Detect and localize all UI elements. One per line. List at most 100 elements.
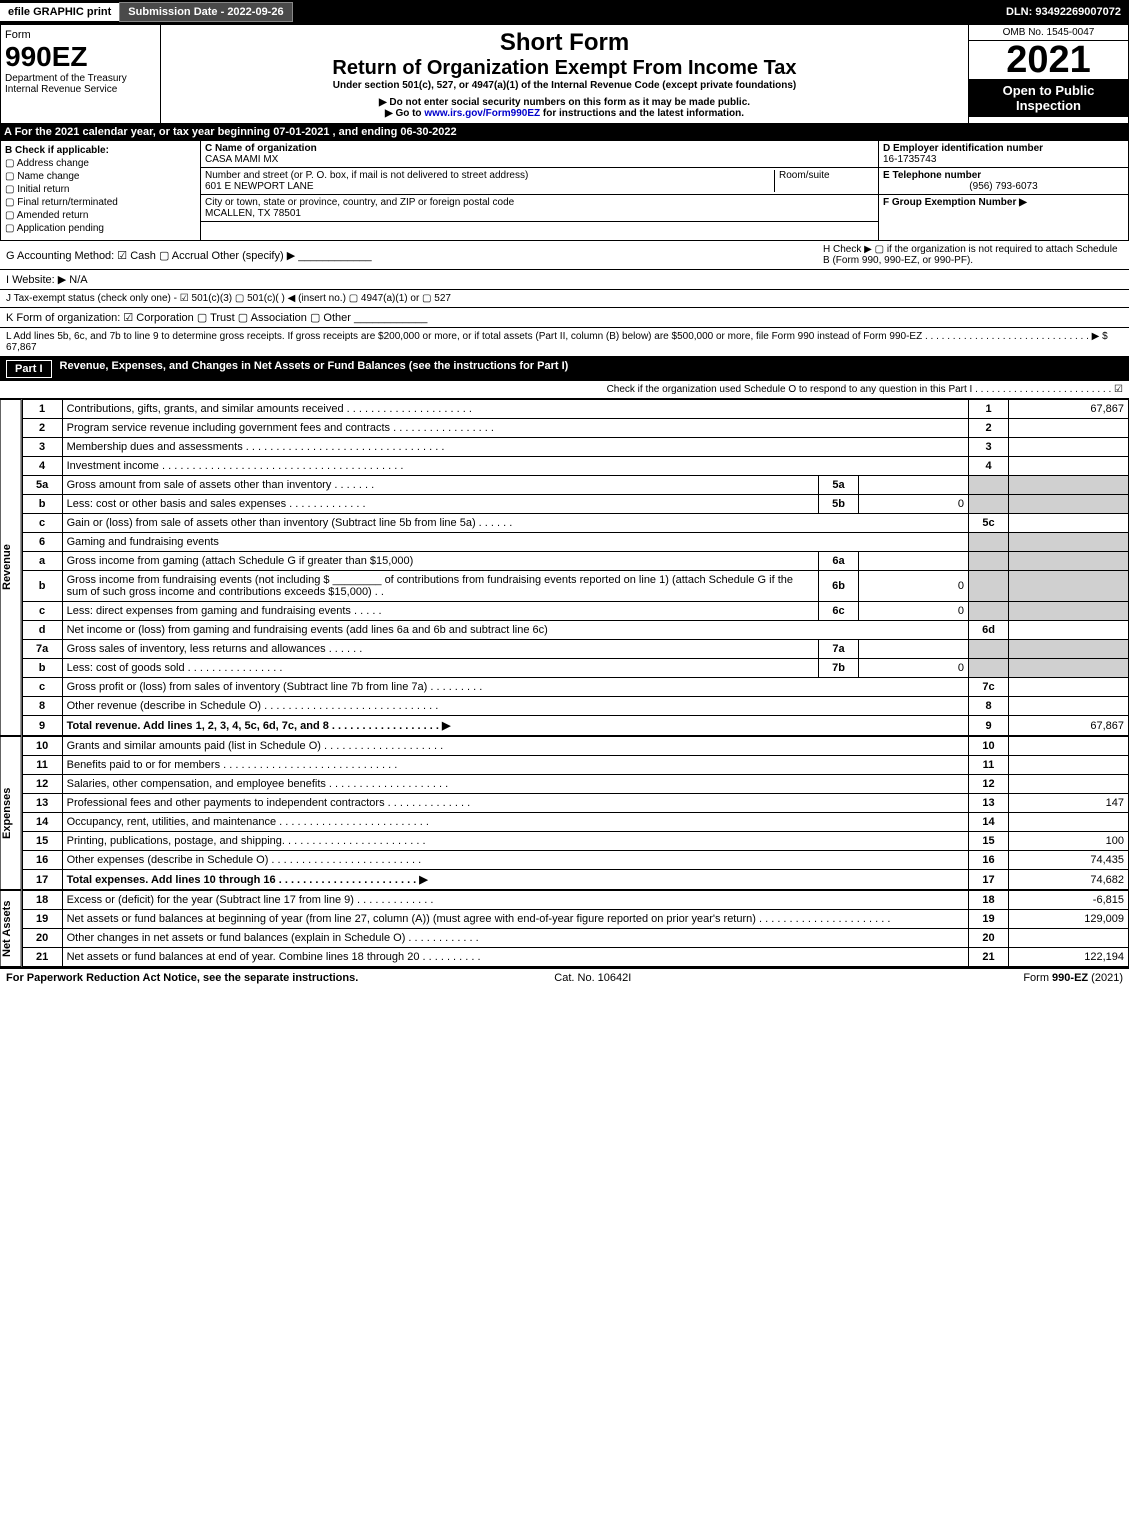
e-phone: E Telephone number(956) 793-6073 [879, 168, 1128, 195]
table-row: bGross income from fundraising events (n… [22, 571, 1128, 602]
c-city: City or town, state or province, country… [201, 195, 878, 222]
expenses-label: Expenses [0, 736, 22, 890]
table-row: 15Printing, publications, postage, and s… [22, 832, 1128, 851]
header-left: Form 990EZ Department of the Treasury In… [1, 25, 161, 123]
netassets-section: Net Assets 18Excess or (deficit) for the… [0, 890, 1129, 967]
c-addr: Number and street (or P. O. box, if mail… [201, 168, 878, 195]
table-row: cGross profit or (loss) from sales of in… [22, 678, 1128, 697]
title: Return of Organization Exempt From Incom… [165, 57, 964, 80]
part1-title: Revenue, Expenses, and Changes in Net As… [60, 360, 569, 378]
irs: Internal Revenue Service [5, 84, 156, 95]
table-row: 20Other changes in net assets or fund ba… [22, 929, 1128, 948]
dept: Department of the Treasury [5, 73, 156, 84]
table-row: 21Net assets or fund balances at end of … [22, 948, 1128, 967]
expenses-section: Expenses 10Grants and similar amounts pa… [0, 736, 1129, 890]
header-right: OMB No. 1545-0047 2021 Open to Public In… [968, 25, 1128, 123]
line-h: H Check ▶ ▢ if the organization is not r… [823, 244, 1123, 266]
section-def: D Employer identification number16-17357… [878, 141, 1128, 240]
line-l: L Add lines 5b, 6c, and 7b to line 9 to … [0, 328, 1129, 357]
table-row: 10Grants and similar amounts paid (list … [22, 737, 1128, 756]
table-row: 9Total revenue. Add lines 1, 2, 3, 4, 5c… [22, 716, 1128, 736]
e-label: E Telephone number [883, 170, 981, 181]
c-name: C Name of organization CASA MAMI MX [201, 141, 878, 168]
f-group: F Group Exemption Number ▶ [879, 195, 1128, 210]
irs-link[interactable]: www.irs.gov/Form990EZ [424, 108, 540, 119]
table-row: 2Program service revenue including gover… [22, 419, 1128, 438]
addr: 601 E NEWPORT LANE [205, 181, 314, 192]
table-row: 13Professional fees and other payments t… [22, 794, 1128, 813]
sub2: ▶ Do not enter social security numbers o… [165, 97, 964, 108]
chk-initial[interactable]: Initial return [5, 184, 196, 195]
line-g-h: G Accounting Method: ☑ Cash ▢ Accrual Ot… [0, 241, 1129, 270]
sub3: ▶ Go to www.irs.gov/Form990EZ for instru… [165, 108, 964, 119]
line-a: A For the 2021 calendar year, or tax yea… [0, 124, 1129, 140]
year: 2021 [969, 41, 1128, 79]
form-word: Form [5, 29, 156, 41]
chk-pending[interactable]: Application pending [5, 223, 196, 234]
table-row: cLess: direct expenses from gaming and f… [22, 602, 1128, 621]
chk-amended[interactable]: Amended return [5, 210, 196, 221]
line-j: J Tax-exempt status (check only one) - ☑… [0, 290, 1129, 308]
revenue-section: Revenue 1Contributions, gifts, grants, a… [0, 399, 1129, 736]
expenses-table: 10Grants and similar amounts paid (list … [22, 736, 1129, 890]
table-row: 11Benefits paid to or for members . . . … [22, 756, 1128, 775]
footer-cat: Cat. No. 10642I [554, 972, 631, 984]
room-suite: Room/suite [774, 170, 874, 192]
netassets-label: Net Assets [0, 890, 22, 967]
form-code: 990EZ [5, 41, 156, 73]
info-block: B Check if applicable: Address change Na… [0, 140, 1129, 241]
netassets-table: 18Excess or (deficit) for the year (Subt… [22, 890, 1129, 967]
chk-address[interactable]: Address change [5, 158, 196, 169]
c-name-label: C Name of organization [205, 143, 317, 154]
table-row: 14Occupancy, rent, utilities, and mainte… [22, 813, 1128, 832]
efile-label[interactable]: efile GRAPHIC print [0, 3, 119, 21]
chk-final[interactable]: Final return/terminated [5, 197, 196, 208]
footer-left: For Paperwork Reduction Act Notice, see … [6, 972, 358, 984]
b-label: B Check if applicable: [5, 145, 196, 156]
table-row: dNet income or (loss) from gaming and fu… [22, 621, 1128, 640]
f-label: F Group Exemption Number ▶ [883, 197, 1027, 208]
footer: For Paperwork Reduction Act Notice, see … [0, 967, 1129, 987]
form-header: Form 990EZ Department of the Treasury In… [0, 24, 1129, 124]
phone: (956) 793-6073 [883, 181, 1124, 192]
table-row: aGross income from gaming (attach Schedu… [22, 552, 1128, 571]
table-row: 5aGross amount from sale of assets other… [22, 476, 1128, 495]
part1-header: Part I Revenue, Expenses, and Changes in… [0, 357, 1129, 381]
org-name: CASA MAMI MX [205, 154, 278, 165]
line-g: G Accounting Method: ☑ Cash ▢ Accrual Ot… [6, 249, 823, 262]
city-label: City or town, state or province, country… [205, 197, 514, 208]
table-row: 3Membership dues and assessments . . . .… [22, 438, 1128, 457]
revenue-label: Revenue [0, 399, 22, 736]
section-c: C Name of organization CASA MAMI MX Numb… [201, 141, 878, 240]
open-public: Open to Public Inspection [969, 79, 1128, 117]
revenue-table: 1Contributions, gifts, grants, and simil… [22, 399, 1129, 736]
table-row: 8Other revenue (describe in Schedule O) … [22, 697, 1128, 716]
submission-date: Submission Date - 2022-09-26 [119, 2, 292, 22]
footer-right: Form 990-EZ (2021) [1023, 972, 1123, 984]
short-form: Short Form [165, 29, 964, 57]
top-bar: efile GRAPHIC print Submission Date - 20… [0, 0, 1129, 24]
part1-label: Part I [6, 360, 52, 378]
table-row: 4Investment income . . . . . . . . . . .… [22, 457, 1128, 476]
ein: 16-1735743 [883, 154, 936, 165]
table-row: bLess: cost or other basis and sales exp… [22, 495, 1128, 514]
table-row: 17Total expenses. Add lines 10 through 1… [22, 870, 1128, 890]
table-row: 12Salaries, other compensation, and empl… [22, 775, 1128, 794]
d-label: D Employer identification number [883, 143, 1043, 154]
line-i: I Website: ▶ N/A [0, 270, 1129, 290]
table-row: 6Gaming and fundraising events [22, 533, 1128, 552]
addr-label: Number and street (or P. O. box, if mail… [205, 170, 528, 181]
chk-name[interactable]: Name change [5, 171, 196, 182]
table-row: 16Other expenses (describe in Schedule O… [22, 851, 1128, 870]
table-row: 18Excess or (deficit) for the year (Subt… [22, 891, 1128, 910]
table-row: 19Net assets or fund balances at beginni… [22, 910, 1128, 929]
part1-check: Check if the organization used Schedule … [0, 381, 1129, 399]
table-row: 7aGross sales of inventory, less returns… [22, 640, 1128, 659]
d-ein: D Employer identification number16-17357… [879, 141, 1128, 168]
table-row: 1Contributions, gifts, grants, and simil… [22, 400, 1128, 419]
table-row: cGain or (loss) from sale of assets othe… [22, 514, 1128, 533]
section-b: B Check if applicable: Address change Na… [1, 141, 201, 240]
dln: DLN: 93492269007072 [1006, 6, 1129, 18]
table-row: bLess: cost of goods sold . . . . . . . … [22, 659, 1128, 678]
line-k: K Form of organization: ☑ Corporation ▢ … [0, 308, 1129, 328]
